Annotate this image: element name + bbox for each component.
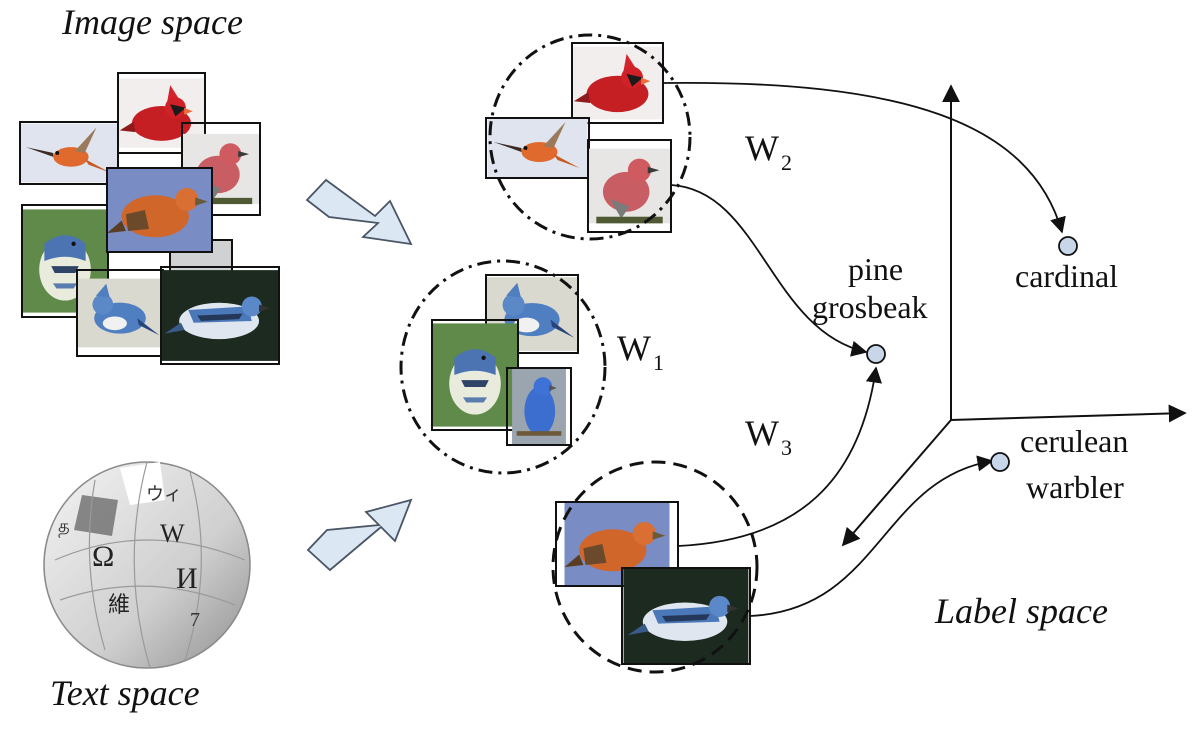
cluster-w2-label: W2 (745, 128, 792, 175)
globe-glyph-i: И (176, 562, 198, 595)
globe-glyph-ta: த (58, 516, 70, 538)
cluster-w3-thumb-crossbill (555, 501, 679, 587)
curve-cardinal-mapping (662, 81, 1066, 234)
axis-horizontal (950, 404, 1187, 423)
thumb-hummingbird (19, 121, 119, 185)
image-space-collage (19, 72, 280, 365)
globe-glyph-omega: Ω (92, 540, 114, 573)
cluster-w2-thumb-hummingbird (485, 117, 590, 179)
label-space-label: Label space (934, 591, 1108, 631)
cluster-w2-thumb-grosbeak (587, 139, 672, 233)
arrow-text-to-clusters (306, 498, 413, 572)
cluster-w1-thumb-bluejay (485, 274, 579, 354)
node-pine-grosbeak (866, 344, 886, 364)
node-cardinal (1058, 236, 1078, 256)
label-cerulean-line1: cerulean (1020, 423, 1128, 459)
thumb-cerulean (160, 266, 280, 365)
cluster-w1-thumb-warbler (431, 319, 519, 431)
node-cerulean-warbler (990, 452, 1010, 472)
cluster-w3-boundary (551, 460, 759, 674)
globe-glyph-wi: ウィ (146, 484, 182, 504)
cluster-w1 (399, 259, 607, 475)
cluster-w1-label: W1 (617, 328, 664, 375)
label-cardinal: cardinal (1015, 258, 1118, 294)
cluster-w2-boundary (488, 33, 692, 241)
thumb-crossbill (106, 167, 213, 253)
cluster-w3 (551, 460, 759, 674)
curve-cerulean-mapping (749, 455, 994, 617)
thumb-warbler (21, 204, 109, 318)
label-pine-grosbeak-line1: pine (848, 251, 903, 287)
image-space-label: Image space (61, 2, 243, 42)
label-space-axes (841, 84, 1187, 547)
thumb-bluejay (76, 269, 164, 357)
globe-glyph-w: W (160, 519, 185, 548)
cluster-w3-thumb-cerulean (621, 567, 751, 665)
curve-crossbill-mapping (677, 366, 882, 547)
cluster-w1-thumb-bluebird (506, 367, 572, 446)
curve-grosbeak-mapping (670, 184, 868, 357)
arrow-image-to-clusters (305, 178, 413, 246)
cluster-w1-boundary (399, 259, 607, 475)
label-cerulean-line2: warbler (1026, 469, 1124, 505)
wikipedia-globe-icon: Ω W И 維 ウィ த 7 (43, 461, 251, 669)
cluster-w3-label: W3 (745, 413, 792, 460)
globe-glyph-wei: 維 (108, 592, 130, 617)
axis-diagonal (841, 419, 952, 547)
thumb-cardinal (117, 72, 206, 154)
cluster-w2-thumb-cardinal (571, 42, 664, 124)
cluster-w2 (485, 33, 692, 241)
text-space-label: Text space (50, 673, 200, 713)
label-pine-grosbeak-line2: grosbeak (812, 289, 928, 325)
globe-glyph-seven: 7 (190, 609, 200, 631)
